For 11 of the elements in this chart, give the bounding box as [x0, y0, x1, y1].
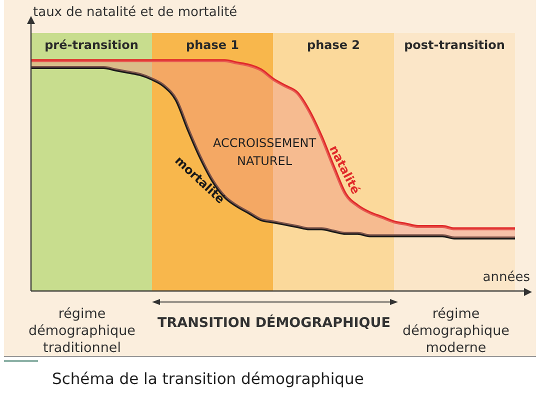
- text: pré-transition: [44, 38, 138, 52]
- annotation: ACCROISSEMENT NATUREL: [212, 136, 317, 168]
- text: phase 2: [306, 38, 360, 52]
- text: post-transition: [404, 38, 505, 52]
- y-axis-title: taux de natalité et de mortalité: [33, 5, 238, 20]
- text: TRANSITION DÉMOGRAPHIQUE: [156, 315, 392, 332]
- text: régime démographique moderne: [402, 306, 510, 357]
- text: phase 1: [186, 38, 240, 52]
- text: Schéma de la transition démographique: [52, 370, 364, 388]
- text: régime démographique traditionnel: [28, 306, 136, 357]
- x-axis-title: années: [482, 270, 530, 285]
